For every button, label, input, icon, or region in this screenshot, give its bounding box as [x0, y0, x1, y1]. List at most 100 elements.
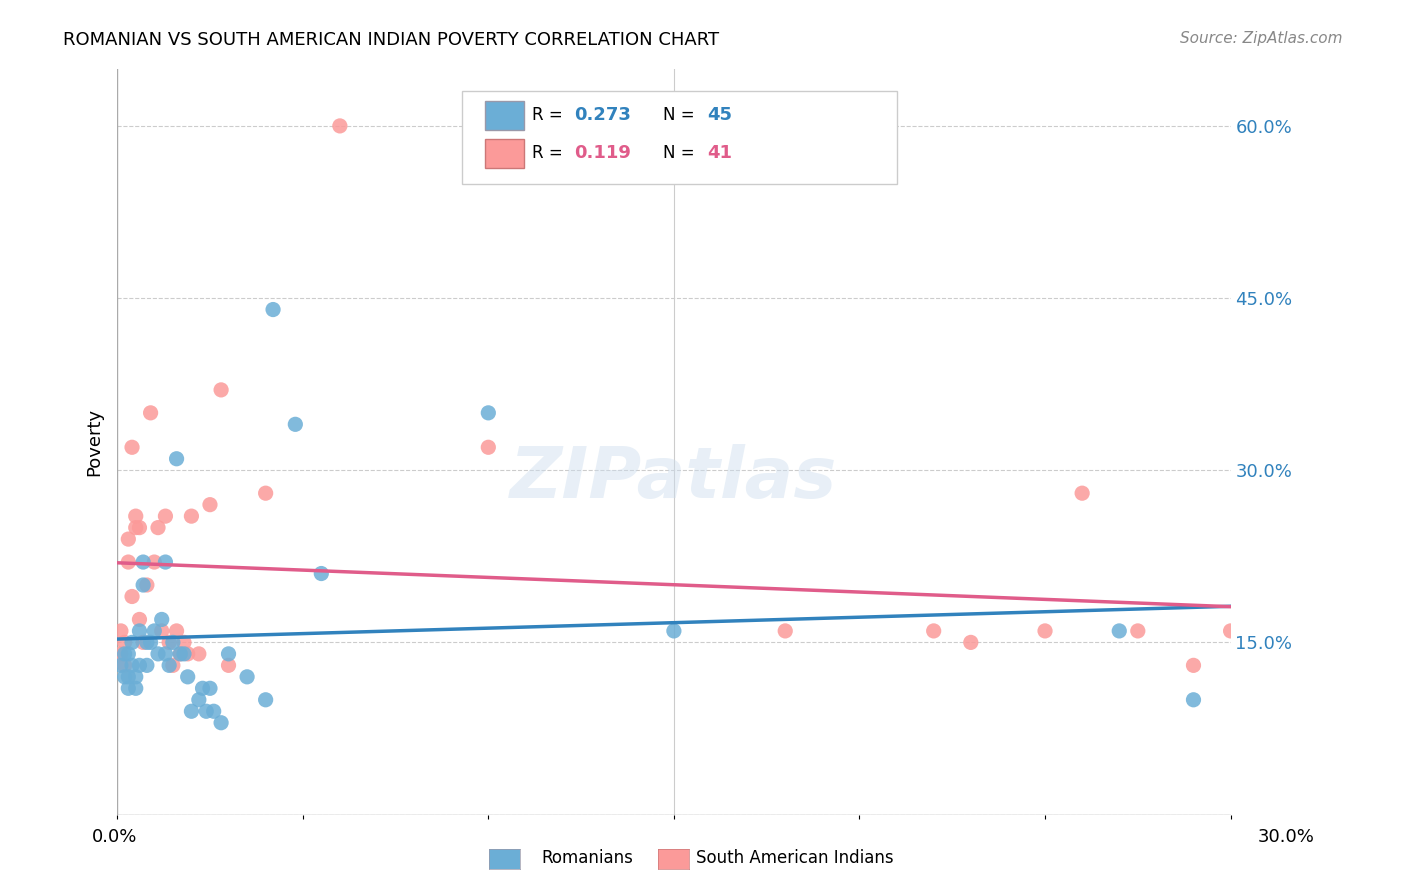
Point	[169, 647, 191, 661]
FancyBboxPatch shape	[485, 102, 523, 129]
Point	[173, 647, 195, 661]
Point	[110, 658, 132, 673]
Point	[1033, 624, 1056, 638]
Point	[150, 624, 173, 638]
Text: 0.273: 0.273	[574, 106, 630, 124]
Point	[143, 555, 166, 569]
Point	[117, 681, 139, 696]
Point	[121, 658, 143, 673]
Point	[284, 417, 307, 432]
Point	[117, 670, 139, 684]
Point	[128, 521, 150, 535]
Point	[187, 647, 209, 661]
Point	[922, 624, 945, 638]
Point	[959, 635, 981, 649]
FancyBboxPatch shape	[485, 139, 523, 168]
Text: R =: R =	[533, 144, 568, 161]
Y-axis label: Poverty: Poverty	[86, 408, 103, 475]
Point	[191, 681, 214, 696]
Point	[1219, 624, 1241, 638]
Point	[132, 635, 155, 649]
Point	[1108, 624, 1130, 638]
Point	[128, 624, 150, 638]
Point	[180, 704, 202, 718]
Point	[166, 451, 188, 466]
Point	[121, 590, 143, 604]
Point	[177, 647, 200, 661]
Point	[114, 647, 136, 661]
Point	[155, 509, 177, 524]
Point	[135, 578, 157, 592]
Point	[166, 624, 188, 638]
Point	[157, 635, 180, 649]
Point	[117, 532, 139, 546]
Point	[262, 302, 284, 317]
Point	[198, 498, 221, 512]
Text: Source: ZipAtlas.com: Source: ZipAtlas.com	[1180, 31, 1343, 46]
Point	[195, 704, 218, 718]
Text: 0.0%: 0.0%	[91, 828, 136, 846]
Point	[218, 647, 240, 661]
Point	[150, 612, 173, 626]
Point	[329, 119, 352, 133]
Point	[311, 566, 333, 581]
Point	[218, 658, 240, 673]
Point	[209, 715, 232, 730]
Point	[254, 486, 277, 500]
Point	[155, 555, 177, 569]
Point	[773, 624, 796, 638]
Point	[477, 406, 499, 420]
Point	[125, 521, 148, 535]
Point	[662, 624, 685, 638]
Point	[187, 693, 209, 707]
Text: 41: 41	[707, 144, 733, 161]
Point	[180, 509, 202, 524]
Point	[146, 521, 169, 535]
Point	[139, 635, 162, 649]
Point	[132, 555, 155, 569]
Point	[1182, 658, 1205, 673]
Point	[1182, 693, 1205, 707]
Text: Romanians: Romanians	[541, 849, 633, 867]
Point	[121, 440, 143, 454]
Point	[202, 704, 225, 718]
Point	[117, 555, 139, 569]
Point	[114, 635, 136, 649]
Text: ZIPatlas: ZIPatlas	[510, 444, 838, 513]
Point	[1071, 486, 1094, 500]
Text: N =: N =	[662, 144, 700, 161]
Point	[125, 509, 148, 524]
Point	[114, 670, 136, 684]
Point	[157, 658, 180, 673]
Point	[254, 693, 277, 707]
Point	[135, 658, 157, 673]
Point	[128, 658, 150, 673]
Point	[125, 670, 148, 684]
Text: 30.0%: 30.0%	[1258, 828, 1315, 846]
Point	[173, 635, 195, 649]
Point	[177, 670, 200, 684]
Point	[162, 658, 184, 673]
Point	[155, 647, 177, 661]
Point	[135, 635, 157, 649]
Point	[169, 647, 191, 661]
FancyBboxPatch shape	[463, 91, 897, 184]
Point	[125, 681, 148, 696]
Point	[128, 612, 150, 626]
Text: ROMANIAN VS SOUTH AMERICAN INDIAN POVERTY CORRELATION CHART: ROMANIAN VS SOUTH AMERICAN INDIAN POVERT…	[63, 31, 720, 49]
Point	[117, 647, 139, 661]
Point	[1126, 624, 1149, 638]
Point	[132, 578, 155, 592]
Point	[146, 647, 169, 661]
Text: 0.119: 0.119	[574, 144, 630, 161]
Point	[162, 635, 184, 649]
Text: 45: 45	[707, 106, 733, 124]
Point	[121, 635, 143, 649]
Text: South American Indians: South American Indians	[696, 849, 894, 867]
Point	[143, 624, 166, 638]
Text: R =: R =	[533, 106, 568, 124]
Point	[139, 406, 162, 420]
Point	[209, 383, 232, 397]
Point	[110, 624, 132, 638]
Point	[477, 440, 499, 454]
